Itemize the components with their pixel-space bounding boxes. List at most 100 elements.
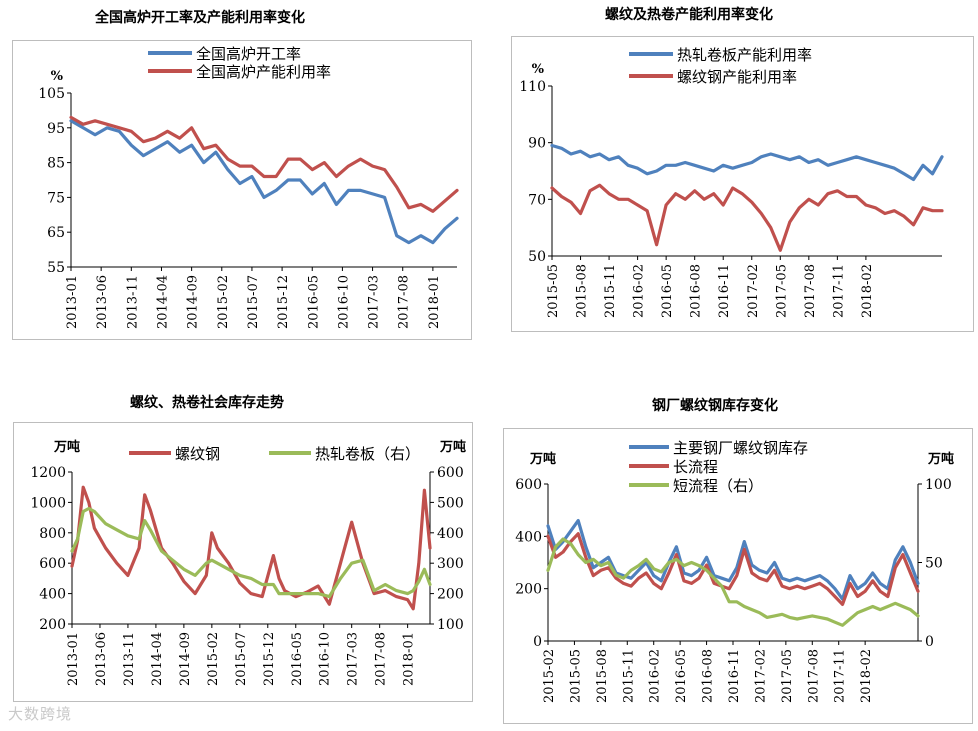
x-tick-label: 2017-03	[367, 275, 382, 329]
x-tick-label: 2017-08	[374, 632, 389, 686]
chart-panel-2: 50 70 90 110 2015-05 2015-08 2015-11 2016-02 201…	[511, 36, 974, 332]
chart-4: 0 200 400 600 0 50 100 2015-02 2015-05 2015-08 201…	[515, 439, 954, 703]
y-tick-label: 90	[528, 136, 546, 152]
y-tick-label: 55	[47, 260, 65, 276]
legend-label-1: 全国高炉开工率	[196, 45, 301, 63]
legend-label-3: 短流程（右）	[673, 477, 763, 495]
y-unit-label-right: 万吨	[927, 451, 954, 467]
y2-tick-label: 500	[437, 495, 464, 511]
y-unit-label-right: 万吨	[439, 439, 466, 455]
x-tick-label: 2015-05	[568, 649, 583, 703]
y2-tick-label: 400	[437, 526, 464, 542]
x-tick-label: 2015-02	[216, 275, 231, 329]
x-tick-label: 2016-11	[727, 649, 742, 703]
chart-1: 55 65 75 85 95 105 2013-01 2013-06 2013-11 2014-0…	[38, 45, 459, 329]
y2-tick-label: 600	[437, 465, 464, 481]
series-line-2	[546, 532, 920, 606]
x-tick-label: 2015-08	[595, 649, 610, 703]
y-tick-label: 50	[528, 249, 546, 265]
y2-tick-label: 200	[437, 587, 464, 603]
series-line-2	[550, 183, 944, 252]
y-unit-label: %	[51, 69, 64, 84]
x-tick-label: 2015-11	[603, 264, 618, 318]
x-tick-label: 2015-07	[246, 275, 261, 329]
x-tick-label: 2017-03	[346, 632, 361, 686]
y2-tick-label: 300	[437, 556, 464, 572]
legend-label-2: 全国高炉产能利用率	[196, 63, 331, 81]
series-line-3	[546, 537, 920, 627]
chart-title-4: 钢厂螺纹钢库存变化	[652, 398, 778, 414]
x-tick-label: 2017-02	[753, 649, 768, 703]
x-tick-label: 2018-01	[427, 275, 442, 329]
x-tick-label: 2018-02	[860, 264, 875, 318]
y2-tick-label: 0	[925, 634, 934, 650]
y-tick-label: 75	[47, 190, 65, 206]
x-tick-label: 2013-11	[122, 632, 137, 686]
x-tick-label: 2013-11	[125, 275, 140, 329]
y-tick-label: 65	[47, 225, 65, 241]
x-tick-label: 2014-09	[186, 275, 201, 329]
y-tick-label: 400	[39, 587, 66, 603]
x-tick-label: 2013-06	[94, 632, 109, 686]
x-tick-label: 2016-10	[318, 632, 333, 686]
x-tick-label: 2014-04	[155, 275, 170, 329]
x-tick-label: 2016-08	[701, 649, 716, 703]
x-tick-label: 2017-08	[806, 649, 821, 703]
legend-label-2: 长流程	[673, 458, 718, 476]
y-tick-label: 800	[39, 526, 66, 542]
x-tick-label: 2015-12	[262, 632, 277, 686]
y-tick-label: 1000	[30, 495, 66, 511]
x-tick-label: 2016-11	[717, 264, 732, 318]
series-line-2	[69, 115, 459, 213]
series-line-1	[70, 485, 432, 611]
y-tick-label: 200	[39, 617, 66, 633]
x-tick-label: 2014-09	[178, 632, 193, 686]
x-tick-label: 2013-01	[66, 632, 81, 686]
y-tick-label: 400	[515, 529, 542, 545]
legend-label-1: 主要钢厂螺纹钢库存	[673, 439, 808, 457]
y-unit-label-left: 万吨	[529, 451, 556, 467]
chart-title-3: 螺纹、热卷社会库存走势	[130, 395, 284, 411]
x-tick-label: 2016-08	[689, 264, 704, 318]
watermark: 大数跨境	[8, 705, 73, 723]
x-tick-label: 2017-11	[833, 649, 848, 703]
x-tick-label: 2015-02	[206, 632, 221, 686]
y-tick-label: 85	[47, 156, 65, 172]
x-tick-label: 2016-05	[290, 632, 305, 686]
x-tick-label: 2016-05	[674, 649, 689, 703]
x-tick-label: 2018-02	[859, 649, 874, 703]
y-tick-label: 105	[38, 86, 65, 102]
legend-label-2: 热轧卷板（右）	[315, 445, 420, 463]
y-tick-label: 600	[515, 477, 542, 493]
series-line-2	[70, 506, 432, 599]
x-tick-label: 2017-02	[746, 264, 761, 318]
y-tick-label: 70	[528, 192, 546, 208]
x-tick-label: 2016-02	[648, 649, 663, 703]
x-tick-label: 2016-05	[660, 264, 675, 318]
x-tick-label: 2015-02	[542, 649, 557, 703]
y-tick-label: 0	[533, 634, 542, 650]
x-tick-label: 2016-05	[306, 275, 321, 329]
y2-tick-label: 100	[925, 477, 952, 493]
series-line-1	[550, 143, 944, 182]
y-unit-label-left: 万吨	[53, 439, 80, 455]
y2-tick-label: 100	[437, 617, 464, 633]
x-tick-label: 2017-11	[831, 264, 846, 318]
x-tick-label: 2015-08	[575, 264, 590, 318]
series-line-1	[69, 119, 459, 245]
y-unit-label: %	[532, 62, 545, 77]
y2-tick-label: 50	[925, 556, 943, 572]
y-tick-label: 1200	[30, 465, 66, 481]
x-tick-label: 2017-08	[397, 275, 412, 329]
x-tick-label: 2015-07	[234, 632, 249, 686]
x-tick-label: 2018-01	[402, 632, 417, 686]
x-tick-label: 2015-12	[276, 275, 291, 329]
chart-title-1: 全国高炉开工率及产能利用率变化	[95, 10, 305, 26]
x-tick-label: 2016-10	[336, 275, 351, 329]
x-tick-label: 2016-02	[632, 264, 647, 318]
y-tick-label: 110	[519, 79, 546, 95]
series-line-1	[546, 518, 920, 601]
y-tick-label: 200	[515, 582, 542, 598]
x-tick-label: 2014-04	[150, 632, 165, 686]
x-tick-label: 2013-06	[95, 275, 110, 329]
